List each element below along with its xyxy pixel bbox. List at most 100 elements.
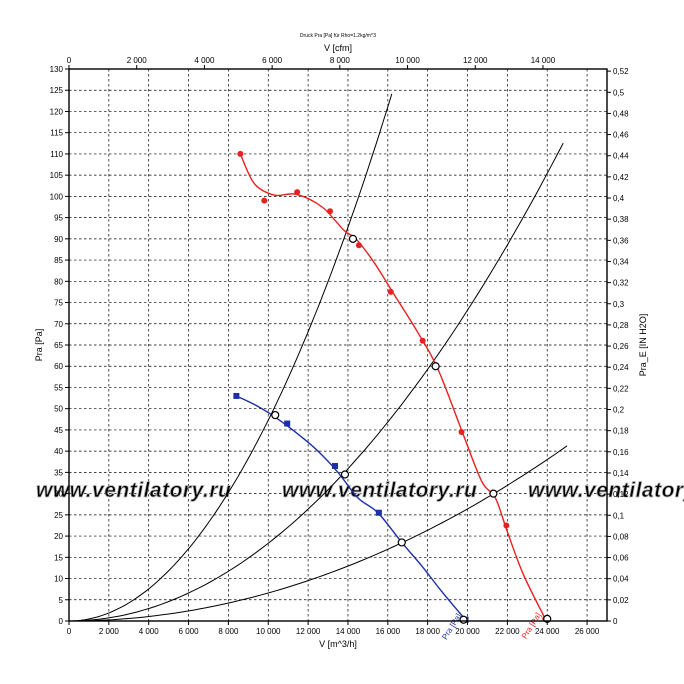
y2-tick-label: 0,16 — [613, 448, 629, 457]
y-axis-title: Pra [Pa] — [34, 329, 44, 362]
data-point-square — [375, 509, 382, 516]
data-point-circle — [237, 150, 244, 157]
data-point-square — [332, 463, 339, 470]
y2-tick-label: 0,52 — [613, 67, 629, 76]
y-tick-label: 90 — [54, 235, 63, 244]
curves — [68, 93, 568, 622]
y-tick-label: 55 — [54, 383, 63, 392]
data-point-circle — [355, 242, 362, 249]
y2-tick-label: 0,1 — [613, 511, 625, 520]
operating-point — [271, 410, 280, 420]
y-tick-label: 130 — [50, 65, 64, 74]
y-tick-label: 10 — [54, 575, 63, 584]
system-curve-line — [68, 142, 564, 622]
x2-tick-label: 6 000 — [262, 56, 283, 65]
y-tick-label: 30 — [54, 490, 63, 499]
y-tick-label: 80 — [54, 277, 63, 286]
fan-curve-line — [239, 153, 546, 620]
y-tick-label: 0 — [59, 617, 64, 626]
x2-tick-label: 2 000 — [127, 56, 148, 65]
data-point-circle — [261, 197, 268, 204]
y2-tick-label: 0,42 — [613, 173, 629, 182]
y2-tick-label: 0,06 — [613, 554, 629, 563]
y-tick-label: 70 — [54, 320, 63, 329]
y-tick-label: 95 — [54, 214, 63, 223]
data-point-circle — [458, 429, 465, 436]
y2-tick-label: 0,26 — [613, 342, 629, 351]
y2-tick-label: 0,4 — [613, 194, 625, 203]
y2-tick-label: 0,12 — [613, 490, 629, 499]
x-tick-label: 8 000 — [218, 627, 239, 636]
chart-title: Druck Pra [Pa] für Rho=1.2kg/m^3 — [300, 33, 376, 39]
x-tick-label: 12 000 — [296, 627, 321, 636]
y-tick-label: 40 — [54, 447, 63, 456]
data-point-circle — [503, 522, 510, 529]
data-point-circle — [387, 288, 394, 295]
x2-tick-label: 14 000 — [531, 56, 556, 65]
operating-point — [489, 489, 498, 498]
watermark-text: www.ventilatory.ru — [528, 479, 684, 502]
x-tick-label: 2 000 — [99, 627, 120, 636]
x-tick-label: 14 000 — [336, 627, 361, 636]
x-tick-label: 6 000 — [179, 627, 200, 636]
y-tick-label: 120 — [50, 107, 64, 116]
x-tick-label: 22 000 — [495, 627, 520, 636]
y2-tick-label: 0,3 — [613, 300, 625, 309]
data-point-circle — [327, 208, 334, 215]
x-tick-label: 24 000 — [535, 627, 560, 636]
tick-labels: 0 2 000 4 000 6 000 8 000 10 000 12 000 14 000 1… — [50, 56, 629, 636]
y2-tick-label: 0,46 — [613, 131, 629, 140]
y2-tick-label: 0,2 — [613, 406, 625, 415]
operating-point — [431, 362, 440, 371]
watermark: www.ventilatory.ru www.ventilatory.ru www.… — [36, 479, 684, 503]
y-tick-label: 45 — [54, 426, 63, 435]
y-tick-label: 85 — [54, 256, 63, 265]
x-tick-label: 26 000 — [575, 627, 600, 636]
y2-tick-label: 0,18 — [613, 427, 629, 436]
y-tick-label: 125 — [50, 86, 64, 95]
operating-point — [459, 615, 468, 624]
x-axis-top-title: V [cfm] — [324, 43, 352, 53]
y-tick-label: 60 — [54, 362, 63, 371]
y-tick-label: 75 — [54, 299, 63, 308]
y2-tick-label: 0,34 — [613, 257, 629, 266]
operating-point — [397, 538, 406, 547]
y2-tick-label: 0,04 — [613, 575, 629, 584]
y-tick-label: 15 — [54, 553, 63, 562]
y-tick-label: 35 — [54, 468, 63, 477]
y-axis-right-title: Pra_E [IN H2O] — [638, 314, 648, 377]
grid — [69, 68, 607, 621]
data-point-square — [233, 392, 240, 399]
x2-tick-label: 12 000 — [463, 56, 488, 65]
y-tick-label: 110 — [50, 150, 63, 159]
y-tick-label: 100 — [50, 192, 64, 201]
system-curve-line — [69, 445, 568, 622]
series-end-label: Pra [Pa] — [520, 611, 543, 640]
y-tick-label: 105 — [50, 171, 64, 180]
x-tick-label: 0 — [67, 627, 72, 636]
operating-point — [340, 470, 350, 479]
x-axis-title: V [m^3/h] — [319, 639, 357, 649]
y2-tick-label: 0,38 — [613, 215, 629, 224]
y-tick-label: 5 — [59, 596, 64, 605]
y2-tick-label: 0,36 — [613, 236, 629, 245]
y2-tick-label: 0,28 — [613, 321, 629, 330]
y2-tick-label: 0,08 — [613, 532, 629, 541]
y-tick-label: 115 — [50, 129, 63, 138]
x-tick-label: 20 000 — [455, 627, 480, 636]
x2-tick-label: 4 000 — [194, 56, 215, 65]
y2-tick-label: 0,24 — [613, 363, 629, 372]
y2-tick-label: 0,48 — [613, 109, 629, 118]
y-tick-label: 50 — [54, 405, 63, 414]
y2-tick-label: 0,44 — [613, 152, 629, 161]
markers: Pra [Pa]Pra [Pa] — [233, 150, 552, 641]
y2-tick-label: 0,22 — [613, 384, 629, 393]
watermark-text: www.ventilatory.ru — [36, 479, 231, 502]
y-tick-label: 25 — [54, 511, 63, 520]
y2-tick-label: 0 — [613, 617, 618, 626]
watermark-text: www.ventilatory.ru — [282, 479, 477, 502]
x2-tick-label: 10 000 — [395, 56, 420, 65]
y-tick-label: 20 — [54, 532, 63, 541]
operating-point — [348, 234, 358, 243]
